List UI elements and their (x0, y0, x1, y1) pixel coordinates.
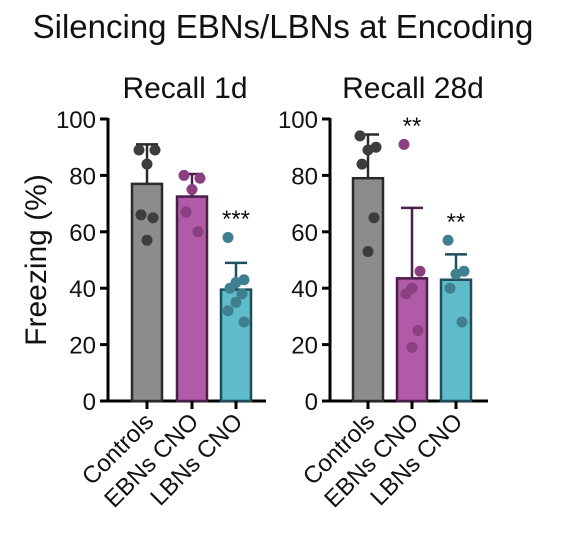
y-tick-label: 0 (305, 389, 318, 416)
y-tick-label: 80 (291, 163, 318, 190)
y-tick-label: 100 (56, 107, 96, 134)
y-axis-label: Freezing (%) (20, 174, 53, 346)
y-tick-label: 20 (69, 333, 96, 360)
data-point (230, 296, 242, 308)
data-point (442, 234, 454, 246)
data-point (133, 144, 145, 156)
panel-title: Recall 28d (342, 72, 484, 105)
data-point (180, 206, 192, 218)
data-point (135, 209, 147, 221)
y-tick-label: 40 (69, 276, 96, 303)
data-point (368, 212, 380, 224)
data-point (398, 138, 410, 150)
data-point (192, 226, 204, 238)
data-point (450, 268, 462, 280)
data-point (456, 316, 468, 328)
data-point (354, 130, 366, 142)
y-tick-label: 40 (291, 276, 318, 303)
data-point (222, 231, 234, 243)
data-point (141, 158, 153, 170)
y-tick-label: 0 (83, 389, 96, 416)
data-point (414, 265, 426, 277)
data-point (141, 234, 153, 246)
data-point (186, 184, 198, 195)
data-point (238, 316, 250, 328)
y-tick-label: 60 (69, 220, 96, 247)
y-tick-label: 100 (278, 107, 318, 134)
data-point (222, 305, 234, 317)
data-point (362, 246, 374, 258)
figure-title: Silencing EBNs/LBNs at Encoding (33, 8, 534, 45)
data-point (362, 144, 374, 156)
significance-label: *** (222, 206, 250, 233)
data-point (236, 288, 248, 300)
y-tick-label: 60 (291, 220, 318, 247)
data-point (178, 169, 190, 181)
data-point (224, 282, 236, 294)
data-point (444, 282, 456, 294)
y-tick-label: 20 (291, 333, 318, 360)
data-point (147, 212, 159, 224)
significance-label: ** (447, 209, 466, 236)
panel-title: Recall 1d (122, 72, 247, 105)
y-tick-label: 80 (69, 163, 96, 190)
bar (351, 176, 385, 403)
data-point (356, 158, 368, 170)
data-point (406, 341, 418, 353)
significance-label: ** (403, 113, 422, 140)
data-point (149, 144, 161, 156)
data-point (400, 288, 412, 300)
data-point (412, 325, 424, 336)
data-point (194, 172, 206, 184)
bar (175, 195, 209, 403)
bar (439, 278, 473, 403)
